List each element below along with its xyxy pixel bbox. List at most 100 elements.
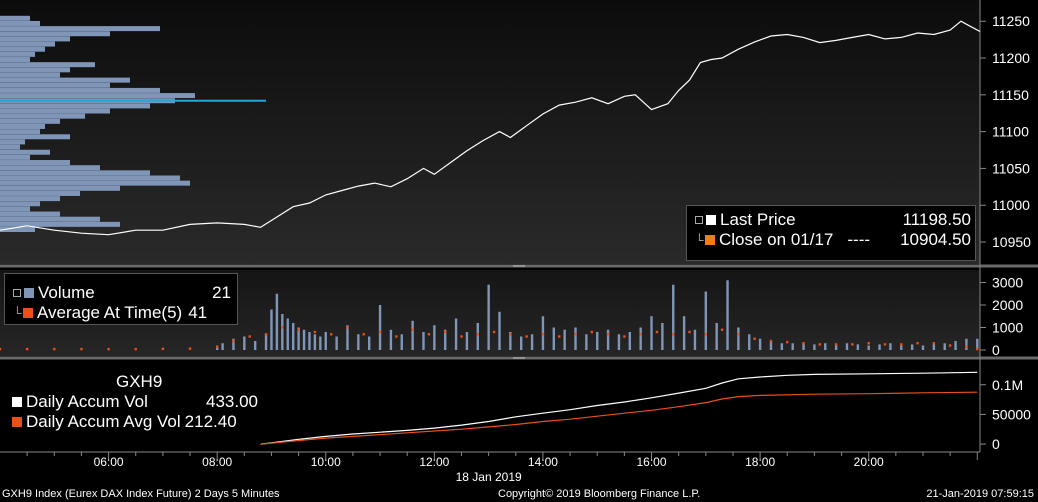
volume-bar <box>606 329 610 350</box>
legend-row-last-price[interactable]: Last Price 11198.50 <box>695 210 971 230</box>
profile-bar <box>0 185 120 191</box>
legend-label: Daily Accum Avg Vol <box>26 412 181 431</box>
avg-dot <box>976 347 979 351</box>
volume-bar <box>346 325 349 350</box>
price-axis-label: 11200 <box>992 50 1030 66</box>
x-axis-label: 20:00 <box>854 455 884 469</box>
footer-left: GXH9 Index (Eurex DAX Index Future) 2 Da… <box>2 488 280 500</box>
volume-bar <box>639 327 642 350</box>
volume-bar <box>465 332 469 350</box>
volume-bar <box>748 334 751 350</box>
volume-bar <box>400 334 403 350</box>
x-axis-label: 16:00 <box>637 455 667 469</box>
profile-bar <box>0 77 130 83</box>
avg-dot <box>460 335 463 338</box>
legend-row-average[interactable]: └ Average At Time(5) 41 <box>13 303 231 323</box>
volume-bar <box>943 343 946 350</box>
avg-dot <box>672 333 675 336</box>
expand-icon[interactable] <box>695 216 703 224</box>
profile-bar <box>0 227 35 233</box>
profile-bar <box>0 82 110 88</box>
avg-dot <box>188 347 192 350</box>
profile-bar <box>0 165 100 171</box>
footer-right: 21-Jan-2019 07:59:15 <box>926 488 1034 500</box>
avg-dot <box>900 343 903 346</box>
profile-bar <box>0 46 45 52</box>
volume-bar <box>932 344 936 350</box>
volume-bar <box>264 334 268 350</box>
profile-bar <box>0 67 70 73</box>
volume-bar <box>552 327 555 350</box>
legend-row-accum-vol[interactable]: Daily Accum Vol 433.00 <box>12 392 264 412</box>
price-axis-label: 11000 <box>992 197 1030 213</box>
profile-bar <box>0 51 35 57</box>
legend-value: 11198.50 <box>902 210 971 229</box>
x-axis-label: 10:00 <box>311 455 341 469</box>
volume-bar <box>367 336 371 350</box>
volume-bar <box>856 344 860 350</box>
volume-bar <box>308 332 311 350</box>
legend-row-accum-avg[interactable]: Daily Accum Avg Vol 212.40 <box>12 412 264 432</box>
volume-bar <box>297 327 300 350</box>
avg-dot <box>834 343 838 346</box>
avg-dot <box>623 335 626 338</box>
x-axis-label: 06:00 <box>94 455 124 469</box>
avg-dot <box>737 333 740 336</box>
volume-bar <box>476 323 479 350</box>
volume-bar <box>769 341 773 350</box>
volume-legend: Volume 21 └ Average At Time(5) 41 <box>4 273 238 325</box>
volume-profile <box>0 15 266 233</box>
volume-bar <box>824 343 827 350</box>
avg-dot <box>720 328 724 331</box>
volume-bar <box>253 341 257 350</box>
profile-bar <box>0 123 45 129</box>
avg-dot <box>655 330 659 334</box>
profile-bar <box>0 206 30 212</box>
avg-dot <box>53 347 56 351</box>
volume-bar <box>661 323 664 350</box>
volume-bar <box>596 332 599 350</box>
avg-dot <box>574 333 577 336</box>
profile-bar <box>0 216 100 222</box>
profile-bar <box>0 180 190 186</box>
close-swatch <box>705 235 715 245</box>
volume-bar <box>422 332 425 350</box>
volume-bar <box>389 329 393 350</box>
accum-panel <box>0 362 980 452</box>
avg-dot <box>704 333 708 336</box>
price-series <box>0 20 981 236</box>
volume-bar <box>574 327 577 350</box>
legend-row-volume[interactable]: Volume 21 <box>13 283 231 303</box>
volume-bar <box>286 318 289 350</box>
volume-bar <box>780 343 784 350</box>
profile-bar <box>0 26 160 32</box>
volume-series <box>0 280 979 351</box>
volume-bar <box>813 344 816 350</box>
expand-icon[interactable] <box>13 289 21 297</box>
avg-dot <box>444 330 447 334</box>
volume-bar <box>737 327 740 350</box>
avg-dot <box>525 335 528 338</box>
volume-axis-label: 3000 <box>992 275 1023 291</box>
avg-dot <box>509 333 512 336</box>
volume-bar <box>867 345 870 350</box>
volume-bar <box>617 334 621 350</box>
profile-bar <box>0 93 195 99</box>
avg-dot <box>378 330 382 334</box>
volume-bar <box>324 332 327 350</box>
volume-bar <box>976 338 979 350</box>
avg-dot <box>80 347 83 351</box>
profile-bar <box>0 20 40 26</box>
avg-dot <box>215 345 219 348</box>
legend-label: Average At Time(5) <box>37 303 183 322</box>
price-axis-label: 11050 <box>992 160 1030 176</box>
avg-dot <box>883 343 887 346</box>
profile-bar <box>0 129 40 135</box>
legend-row-close[interactable]: └ Close on 01/17 ---- 10904.50 <box>695 230 971 250</box>
profile-bar <box>0 41 55 47</box>
volume-bar <box>910 344 914 350</box>
legend-value: 41 <box>188 303 208 322</box>
accum-axis-label: 0 <box>992 436 1000 452</box>
avg-dot <box>867 342 870 345</box>
